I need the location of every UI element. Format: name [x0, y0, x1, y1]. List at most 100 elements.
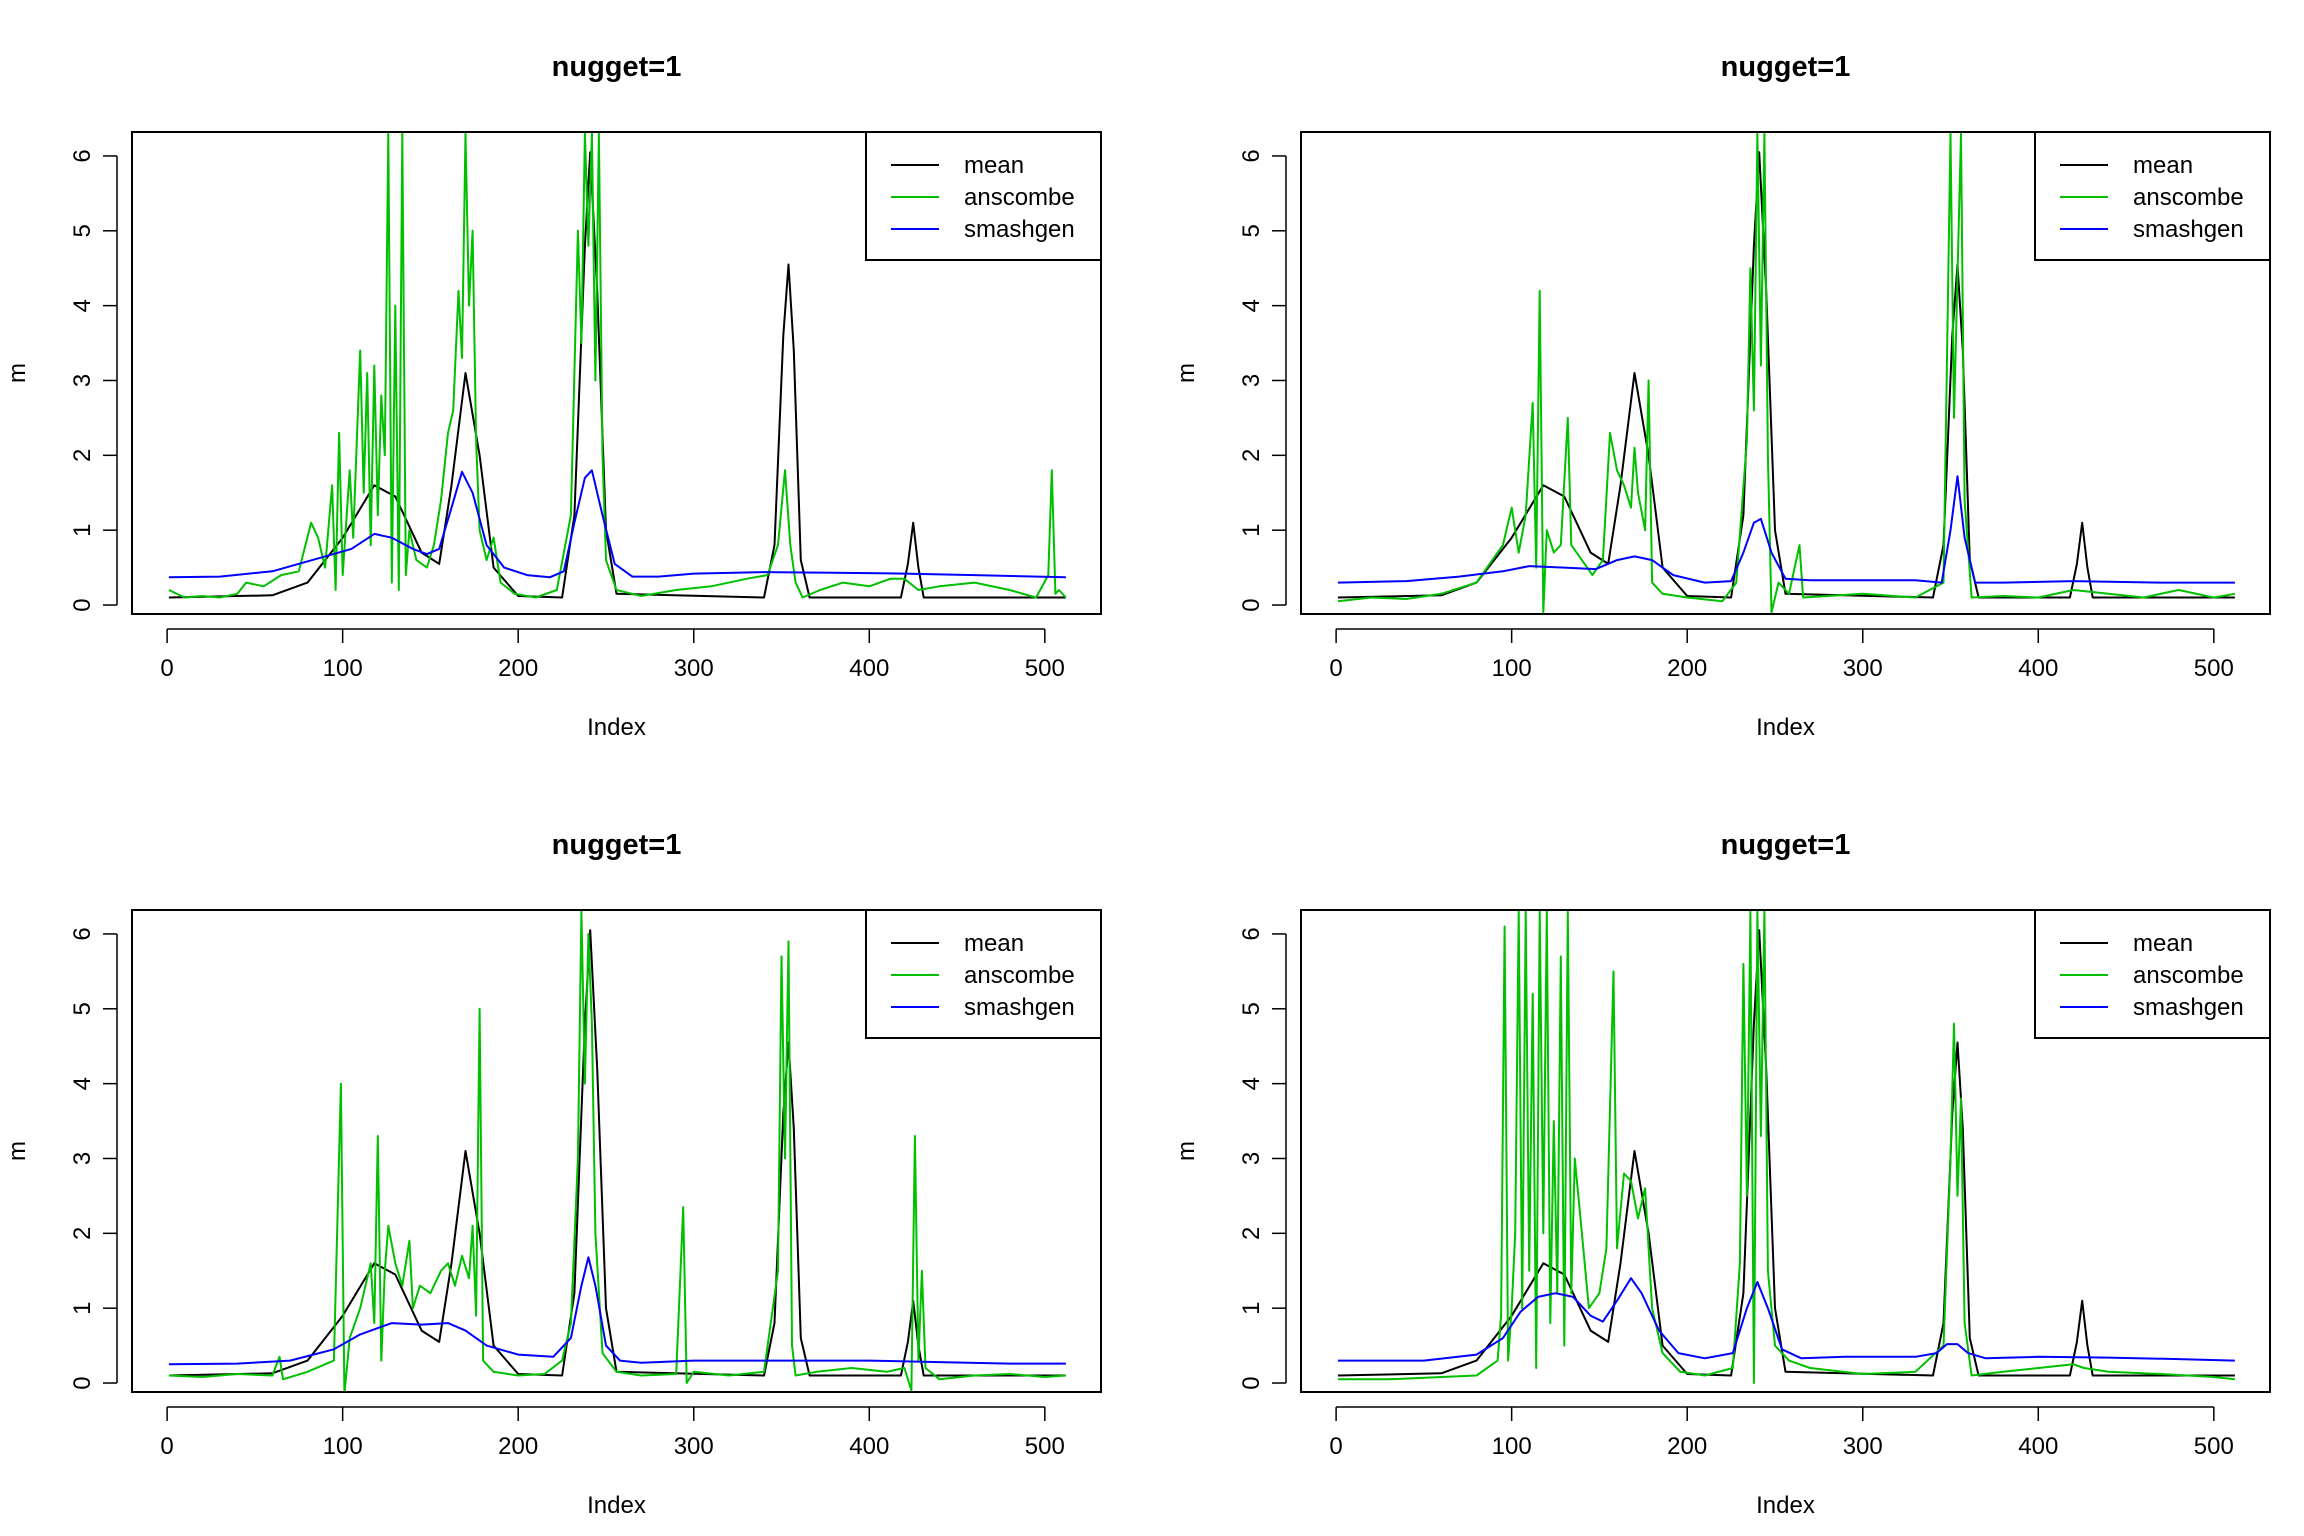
x-tick-label: 300	[1843, 655, 1883, 682]
series-line-mean	[1337, 929, 2235, 1377]
series-line-mean	[168, 929, 1066, 1377]
legend-label-smashgen: smashgen	[964, 994, 1075, 1021]
chart-panel-3: nugget=1 0 100 200 300 400 500 Index 0 1 2 3 4 5 6 m mea…	[4, 829, 1102, 1519]
x-tick-label: 500	[1025, 1433, 1065, 1460]
x-tick-label: 0	[160, 655, 173, 682]
x-tick-label: 100	[1492, 655, 1532, 682]
y-tick-label: 3	[69, 374, 96, 387]
y-tick-label: 5	[1238, 224, 1265, 237]
y-tick-label: 0	[1238, 1376, 1265, 1389]
x-tick-label: 500	[1025, 655, 1065, 682]
x-tick-label: 100	[1492, 1433, 1532, 1460]
y-tick-label: 5	[69, 224, 96, 237]
x-tick-label: 100	[323, 655, 363, 682]
y-tick-label: 6	[69, 149, 96, 162]
legend-label-anscombe: anscombe	[2133, 184, 2244, 211]
y-tick-label: 4	[69, 1077, 96, 1090]
y-tick-label: 4	[69, 299, 96, 312]
y-axis-label: m	[1173, 1141, 1200, 1161]
y-tick-label: 2	[1238, 449, 1265, 462]
chart-title: nugget=1	[1721, 51, 1851, 83]
x-axis-label: Index	[587, 1492, 646, 1519]
series-line-smashgen	[168, 469, 1066, 579]
y-tick-label: 5	[1238, 1002, 1265, 1015]
plot-area	[168, 910, 1066, 1392]
legend-label-anscombe: anscombe	[964, 184, 1075, 211]
legend-label-anscombe: anscombe	[2133, 962, 2244, 989]
x-tick-label: 400	[849, 1433, 889, 1460]
plot-frame	[1300, 909, 2271, 1393]
y-tick-label: 6	[1238, 149, 1265, 162]
plot-area	[1337, 910, 2236, 1384]
x-tick-label: 100	[323, 1433, 363, 1460]
plot-frame	[131, 909, 1102, 1393]
y-axis-label: m	[1173, 363, 1200, 383]
chart-title: nugget=1	[552, 829, 682, 861]
y-tick-label: 3	[1238, 374, 1265, 387]
y-tick-label: 0	[1238, 598, 1265, 611]
x-tick-label: 200	[498, 655, 538, 682]
chart-panel-4: nugget=1 0 100 200 300 400 500 Index 0 1 2 3 4 5 6 m mea…	[1173, 829, 2271, 1519]
y-tick-label: 6	[69, 927, 96, 940]
chart-panel-1: nugget=1 0 100 200 300 400 500 Index 0 1 2 3 4 5 6 m mea…	[4, 51, 1102, 741]
y-tick-label: 5	[69, 1002, 96, 1015]
x-tick-label: 300	[1843, 1433, 1883, 1460]
y-tick-label: 3	[1238, 1152, 1265, 1165]
y-tick-label: 1	[1238, 1301, 1265, 1314]
legend-label-mean: mean	[964, 930, 1024, 957]
y-tick-label: 2	[69, 1227, 96, 1240]
y-tick-label: 1	[1238, 523, 1265, 536]
legend-label-mean: mean	[964, 152, 1024, 179]
legend: mean anscombe smashgen	[865, 131, 1102, 261]
series-line-smashgen	[1337, 475, 2235, 584]
y-tick-label: 0	[69, 1376, 96, 1389]
series-line-smashgen	[1337, 1277, 2235, 1362]
y-tick-label: 3	[69, 1152, 96, 1165]
x-tick-label: 200	[1667, 1433, 1707, 1460]
series-line-mean	[168, 151, 1066, 599]
legend-label-smashgen: smashgen	[2133, 216, 2244, 243]
x-tick-label: 300	[674, 655, 714, 682]
y-tick-label: 4	[1238, 299, 1265, 312]
x-tick-label: 0	[1329, 1433, 1342, 1460]
y-tick-label: 4	[1238, 1077, 1265, 1090]
x-tick-label: 200	[498, 1433, 538, 1460]
series-line-anscombe	[1337, 910, 2236, 1384]
x-axis-label: Index	[1756, 714, 1815, 741]
x-tick-label: 400	[849, 655, 889, 682]
legend-label-smashgen: smashgen	[964, 216, 1075, 243]
chart-title: nugget=1	[552, 51, 682, 83]
series-line-anscombe	[168, 910, 1066, 1392]
plot-frame	[1300, 131, 2271, 615]
legend-box	[2034, 909, 2271, 1039]
chart-title: nugget=1	[1721, 829, 1851, 861]
series-line-anscombe	[168, 132, 1067, 599]
chart-panel-2: nugget=1 0 100 200 300 400 500 Index 0 1 2 3 4 5 6 m mea…	[1173, 51, 2271, 741]
y-tick-label: 1	[69, 523, 96, 536]
x-tick-label: 0	[160, 1433, 173, 1460]
plot-frame	[131, 131, 1102, 615]
x-tick-label: 300	[674, 1433, 714, 1460]
series-line-smashgen	[168, 1256, 1066, 1366]
legend-label-mean: mean	[2133, 152, 2193, 179]
y-tick-label: 0	[69, 598, 96, 611]
x-tick-label: 0	[1329, 655, 1342, 682]
legend: mean anscombe smashgen	[865, 909, 1102, 1039]
y-tick-label: 2	[69, 449, 96, 462]
x-tick-label: 200	[1667, 655, 1707, 682]
y-tick-label: 6	[1238, 927, 1265, 940]
legend-label-smashgen: smashgen	[2133, 994, 2244, 1021]
x-tick-label: 500	[2194, 1433, 2234, 1460]
plot-area	[168, 132, 1067, 599]
x-tick-label: 500	[2194, 655, 2234, 682]
y-axis-label: m	[4, 363, 31, 383]
y-tick-label: 2	[1238, 1227, 1265, 1240]
x-tick-label: 400	[2018, 1433, 2058, 1460]
legend: mean anscombe smashgen	[2034, 131, 2271, 261]
series-line-anscombe	[1337, 132, 2236, 614]
legend-label-anscombe: anscombe	[964, 962, 1075, 989]
plot-area	[1337, 132, 2236, 614]
legend-label-mean: mean	[2133, 930, 2193, 957]
x-axis-label: Index	[1756, 1492, 1815, 1519]
